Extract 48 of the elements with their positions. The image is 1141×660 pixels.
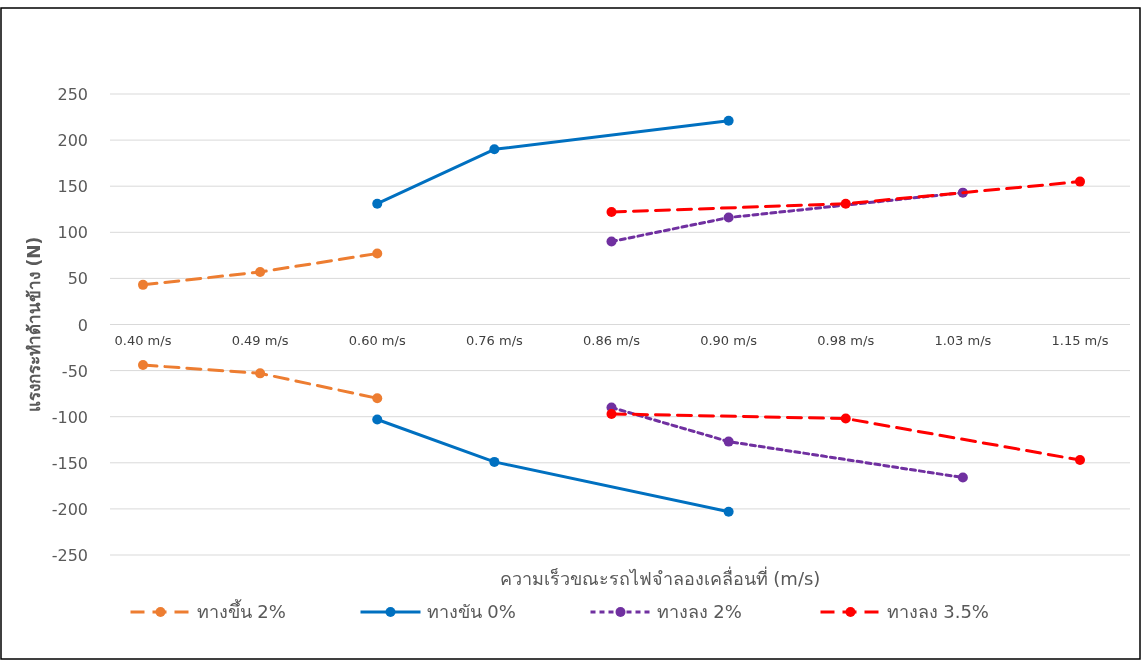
x-axis-title: ความเร็วขณะรถไฟจำลองเคลื่อนที่ (m/s)	[499, 566, 821, 589]
y-tick-label: 150	[57, 177, 88, 197]
x-tick-label: 0.86 m/s	[583, 332, 641, 348]
point	[138, 279, 148, 290]
legend-label: ทางขึ้น 2%	[196, 599, 286, 622]
point	[723, 436, 734, 447]
legend-label: ทางลง 3.5%	[886, 601, 989, 622]
point	[372, 248, 383, 259]
y-tick-label: 250	[57, 85, 88, 104]
point	[723, 212, 734, 223]
x-tick-label: 0.60 m/s	[348, 332, 406, 348]
point	[723, 506, 734, 517]
y-tick-label: -100	[51, 407, 88, 427]
point	[957, 472, 968, 483]
y-axis-title: แรงกระทำด้านข้าง (N)	[24, 236, 44, 413]
point	[1075, 176, 1085, 187]
point	[372, 198, 383, 209]
point	[138, 360, 148, 371]
y-tick-label: -250	[51, 546, 88, 565]
x-tick-label: 0.40 m/s	[114, 332, 172, 348]
point	[723, 115, 734, 126]
point	[606, 236, 617, 247]
point	[372, 393, 383, 404]
y-tick-label: 50	[67, 269, 88, 289]
point	[840, 198, 851, 209]
y-tick-label: 0	[77, 315, 88, 335]
y-tick-label: 100	[57, 223, 88, 243]
point	[255, 266, 266, 277]
point	[489, 456, 500, 467]
point	[255, 368, 266, 379]
x-tick-label: 0.49 m/s	[231, 332, 289, 348]
point	[1075, 455, 1085, 466]
point	[840, 413, 851, 424]
y-tick-label: -150	[51, 453, 88, 473]
legend-label: ทางลง 2%	[656, 601, 742, 622]
x-tick-label: 1.03 m/s	[934, 332, 992, 348]
x-tick-label: 0.90 m/s	[700, 332, 758, 348]
y-tick-label: -200	[51, 499, 88, 519]
point	[489, 144, 500, 155]
point	[606, 207, 617, 218]
point	[372, 414, 383, 425]
legend-label: ทางขัน 0%	[426, 601, 516, 622]
x-tick-label: 0.76 m/s	[465, 332, 524, 348]
y-tick-label: -50	[61, 361, 88, 381]
x-tick-label: 0.98 m/s	[817, 332, 875, 348]
point	[606, 408, 617, 419]
y-tick-label: 200	[57, 131, 88, 151]
x-tick-label: 1.15 m/s	[1051, 332, 1109, 348]
